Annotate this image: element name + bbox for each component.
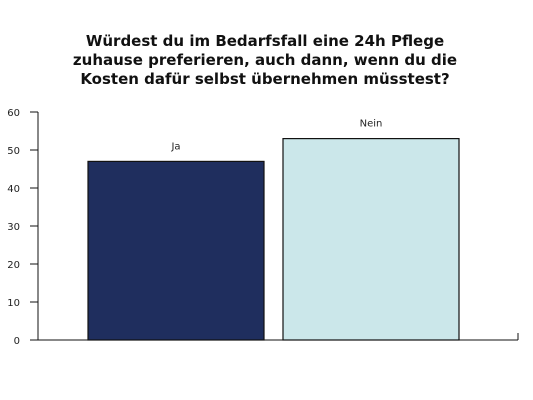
chart-title-line-1: Würdest du im Bedarfsfall eine 24h Pfleg… — [85, 32, 445, 50]
bars: Ja Nein — [87, 119, 460, 341]
chart-title: Würdest du im Bedarfsfall eine 24h Pfleg… — [70, 32, 460, 89]
y-tick-label: 10 — [7, 298, 20, 309]
y-tick-label: 50 — [7, 146, 20, 157]
bar-nein — [282, 138, 460, 341]
bar-ja — [87, 160, 265, 341]
chart-title-line-3: Kosten dafür selbst übernehmen müsstest? — [80, 70, 450, 88]
y-tick-label: 20 — [7, 260, 20, 271]
bar-label-ja: Ja — [170, 141, 180, 152]
y-tick-label: 30 — [7, 222, 20, 233]
y-axis: 0 10 20 30 40 50 60 — [7, 108, 39, 347]
y-tick-label: 40 — [7, 184, 20, 195]
y-tick-label: 0 — [14, 336, 20, 347]
chart-title-line-2: zuhause preferieren, auch dann, wenn du … — [72, 51, 458, 69]
y-tick-label: 60 — [7, 108, 20, 119]
bar-label-nein: Nein — [360, 119, 383, 130]
